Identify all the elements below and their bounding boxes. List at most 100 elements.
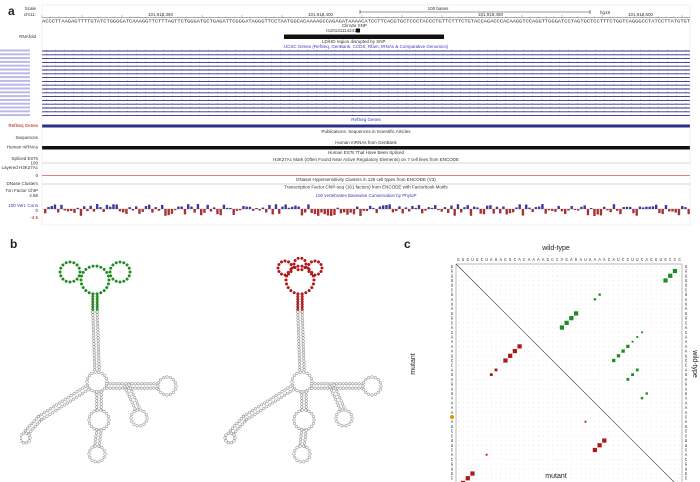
rna-secondary-structure-red-icon <box>223 256 383 464</box>
conservation-bar <box>544 209 547 214</box>
svg-text:A: A <box>589 259 592 263</box>
conservation-bar <box>388 204 391 209</box>
svg-text:G: G <box>509 259 512 263</box>
conservation-bar <box>326 209 330 216</box>
conservation-bar <box>401 209 404 214</box>
conservation-bar <box>209 209 213 212</box>
conservation-bar <box>385 205 388 209</box>
scale-label: Scale <box>25 6 37 11</box>
rs-label: rs101311142419 <box>326 28 360 33</box>
conservation-bar <box>125 209 128 214</box>
svg-text:C: C <box>451 360 454 364</box>
base-pair-dot <box>621 349 625 353</box>
conservation-bar <box>466 205 469 209</box>
conservation-bar <box>554 209 557 212</box>
human-mrnas-label: Human mRNAs <box>7 145 39 150</box>
chrom-label: chr11: <box>24 12 36 17</box>
conservation-bar <box>297 206 300 209</box>
conservation-bar <box>427 207 430 209</box>
svg-text:G: G <box>685 271 688 275</box>
rna-structures-panel <box>20 256 383 464</box>
snp-highlight-marker <box>450 415 454 420</box>
conservation-bar <box>141 209 144 212</box>
conservation-bar <box>681 206 684 209</box>
human-mrnas-header: Human mRNAs from GenBank <box>335 140 397 145</box>
conservation-bar <box>447 209 450 213</box>
conservation-bar <box>304 209 307 213</box>
conservation-bar <box>456 204 460 209</box>
conservation-bar <box>440 209 443 212</box>
svg-text:G: G <box>451 355 454 359</box>
conservation-bar <box>291 206 294 209</box>
svg-text:A: A <box>451 327 454 331</box>
conservation-bar <box>343 209 346 213</box>
conservation-bar <box>278 209 281 214</box>
svg-text:A: A <box>451 398 454 402</box>
conservation-bar <box>313 209 317 215</box>
conservation-bar <box>638 206 642 209</box>
svg-text:G: G <box>685 318 688 322</box>
conservation-bar <box>239 209 242 211</box>
svg-text:G: G <box>462 259 465 263</box>
conservation-bar <box>534 207 538 209</box>
conservation-bar <box>70 209 73 211</box>
conservation-bar <box>79 209 83 216</box>
base-pair-dot <box>602 438 607 443</box>
conservation-bar <box>489 205 492 209</box>
svg-text:G: G <box>685 313 688 317</box>
svg-text:C: C <box>622 259 625 263</box>
conservation-bar <box>395 209 398 212</box>
conservation-bar <box>632 209 635 214</box>
conservation-bar <box>245 206 248 209</box>
rna-region-bar <box>284 34 444 39</box>
conservation-bar <box>200 209 203 216</box>
conservation-bar <box>443 207 447 209</box>
conservation-bar <box>138 209 141 214</box>
base-pair-dot <box>640 397 644 400</box>
base-pair-dot <box>635 368 639 372</box>
svg-text:U: U <box>451 304 454 308</box>
svg-text:U: U <box>476 259 479 263</box>
conservation-bar <box>248 206 252 209</box>
svg-text:U: U <box>451 280 454 284</box>
txn-label: Txn Factor ChIP <box>5 188 38 193</box>
cons-zero-value: 0 <box>35 208 38 213</box>
svg-text:C: C <box>451 431 454 435</box>
h3k27ac-label: Layered H3K27Ac <box>1 165 38 170</box>
top-label-wild-type: wild-type <box>541 245 570 252</box>
svg-text:U: U <box>451 285 454 289</box>
svg-text:G: G <box>547 259 550 263</box>
conservation-bar <box>151 209 154 213</box>
conservation-bar <box>47 207 50 209</box>
snp-marker <box>356 28 360 33</box>
conservation-bar <box>193 209 196 213</box>
conservation-bar <box>294 205 297 209</box>
conservation-bar <box>177 206 180 209</box>
base-pair-dot <box>668 273 673 278</box>
svg-text:A: A <box>451 336 454 340</box>
conservation-bar <box>658 209 661 214</box>
conservation-bar <box>479 209 482 214</box>
conservation-bar <box>677 209 681 216</box>
svg-text:A: A <box>685 407 688 411</box>
conservation-bar <box>57 209 60 213</box>
svg-text:A: A <box>451 341 454 345</box>
conservation-bar <box>450 205 453 209</box>
svg-text:A: A <box>451 351 454 355</box>
conservation-bar <box>486 205 489 209</box>
conservation-bar <box>596 209 599 215</box>
conservation-bar <box>271 209 274 215</box>
conservation-bar <box>242 206 245 209</box>
conservation-bar <box>320 209 323 213</box>
conservation-bar <box>512 209 515 213</box>
svg-text:U: U <box>685 393 688 397</box>
conservation-bar <box>219 209 222 216</box>
panel-b-letter: b <box>10 237 18 251</box>
conservation-bar <box>131 209 135 211</box>
conservation-bar <box>349 209 352 213</box>
conservation-bar <box>424 209 427 211</box>
genome-browser-panel: Scale chr11: RNAfold 100 bases hg19 101,… <box>0 4 690 226</box>
conservation-bar <box>265 209 268 213</box>
cons-top-value: 4.88 <box>29 193 38 198</box>
svg-text:U: U <box>451 294 454 298</box>
